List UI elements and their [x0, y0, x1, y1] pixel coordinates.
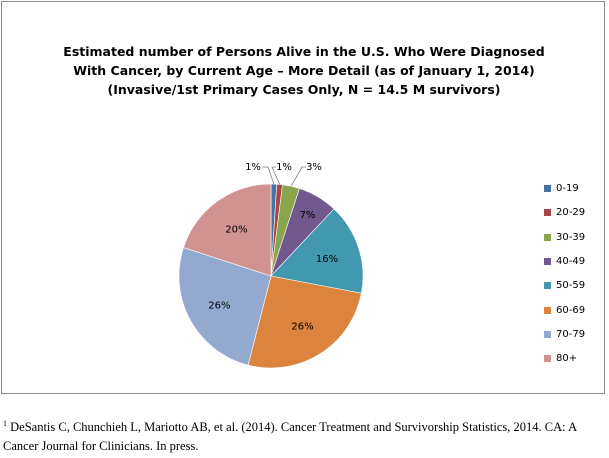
legend-label: 60-69 [556, 304, 586, 316]
legend-swatch [544, 233, 551, 241]
data-label-70-79: 26% [208, 300, 230, 311]
pie-slice-80+ [183, 183, 272, 277]
pie-slice-70-79 [178, 247, 272, 366]
legend-label: 20-29 [556, 207, 586, 219]
data-label-80+: 20% [225, 224, 247, 235]
data-label-40-49: 7% [300, 210, 316, 221]
pie-slice-60-69 [247, 275, 362, 369]
legend-swatch [544, 330, 551, 338]
leader-line [262, 166, 275, 185]
legend-label: 70-79 [556, 328, 586, 340]
legend-label: 30-39 [556, 231, 586, 243]
data-label-20-29: 1% [276, 162, 292, 173]
chart-title-line: (Invasive/1st Primary Cases Only, N = 14… [107, 82, 501, 97]
data-label-50-59: 16% [316, 254, 338, 265]
legend-label: 50-59 [556, 280, 586, 292]
legend-label: 40-49 [556, 255, 586, 267]
pie-chart: 1% 1% 3% 7% 16% 26% 26% 20% [178, 162, 364, 369]
chart-title-line: With Cancer, by Current Age – More Detai… [73, 63, 535, 78]
footnote-text: DeSantis C, Chunchieh L, Mariotto AB, et… [3, 420, 577, 453]
legend-label: 80+ [556, 353, 578, 365]
legend-swatch [544, 209, 551, 217]
chart-title: Estimated number of Persons Alive in the… [2, 42, 606, 99]
footnote: 1 DeSantis C, Chunchieh L, Mariotto AB, … [3, 414, 607, 456]
legend-swatch [544, 355, 551, 363]
legend-label: 0-19 [556, 183, 579, 194]
legend-swatch [544, 306, 551, 314]
legend-swatch [544, 185, 551, 192]
legend-swatch [544, 257, 551, 265]
data-label-0-19: 1% [245, 162, 261, 173]
legend-swatch [544, 282, 551, 290]
footnote-marker: 1 [3, 419, 7, 428]
data-label-30-39: 3% [306, 162, 322, 173]
leader-line [271, 166, 281, 185]
pie-slice-50-59 [270, 208, 364, 294]
data-label-60-69: 26% [291, 322, 313, 333]
leader-line [290, 166, 306, 187]
chart-frame: Estimated number of Persons Alive in the… [1, 1, 605, 394]
chart-title-line: Estimated number of Persons Alive in the… [63, 44, 545, 59]
